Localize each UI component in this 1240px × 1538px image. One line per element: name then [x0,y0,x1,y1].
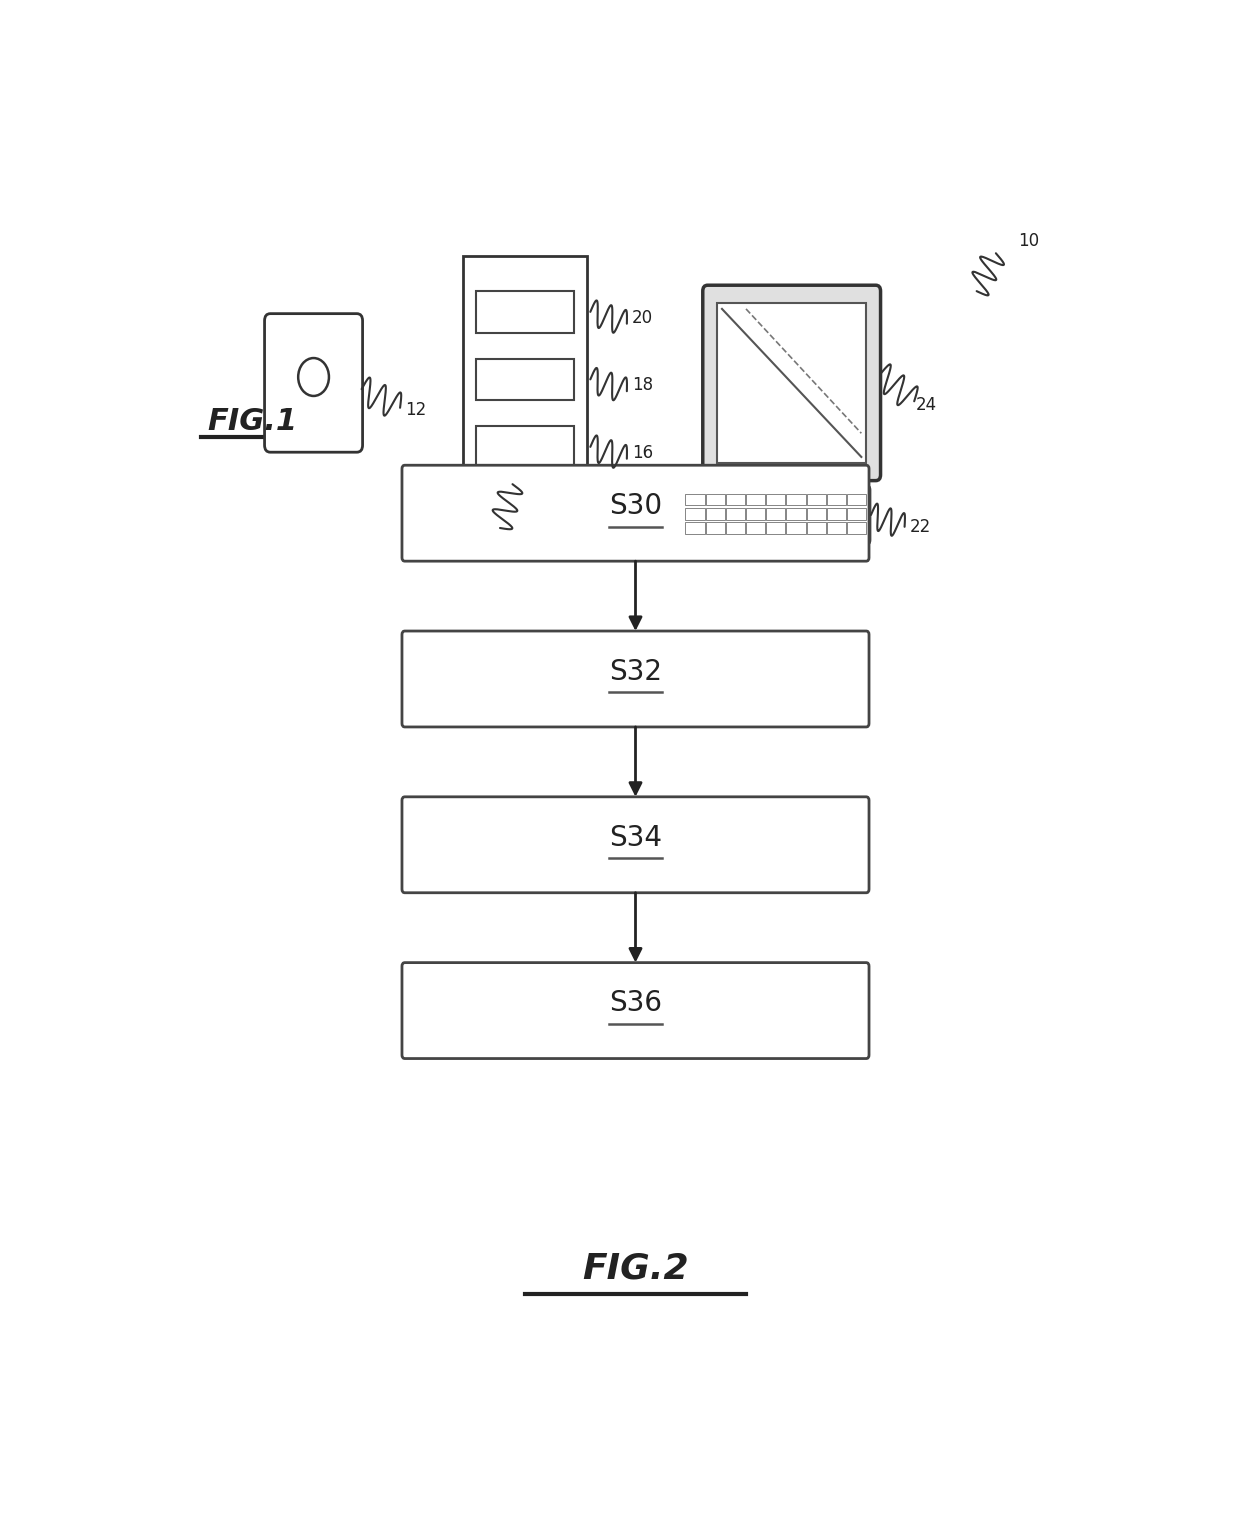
Bar [686,508,704,520]
Text: S36: S36 [609,989,662,1018]
Bar [717,303,866,463]
FancyBboxPatch shape [703,285,880,480]
Bar [725,494,745,506]
FancyBboxPatch shape [402,963,869,1058]
Bar [686,494,704,506]
Bar [766,508,785,520]
Text: 12: 12 [404,401,427,420]
Bar [806,508,826,520]
Bar [827,521,846,534]
Bar [725,508,745,520]
Bar [806,521,826,534]
Bar [746,508,765,520]
Text: FIG.2: FIG.2 [583,1250,688,1286]
Bar [766,521,785,534]
Bar [786,508,806,520]
Bar [746,521,765,534]
Text: 10: 10 [1018,232,1039,251]
Bar [847,494,867,506]
FancyBboxPatch shape [402,797,869,892]
Bar [806,494,826,506]
FancyBboxPatch shape [402,464,869,561]
Bar [786,494,806,506]
Bar [476,426,574,468]
Bar [706,494,725,506]
Text: FIG.1: FIG.1 [208,408,298,435]
Bar [476,291,574,332]
Text: 14: 14 [495,534,516,551]
Bar [786,521,806,534]
FancyBboxPatch shape [264,314,362,452]
Text: S34: S34 [609,824,662,852]
Bar [847,508,867,520]
Text: 20: 20 [631,309,652,326]
Bar [827,494,846,506]
Text: 22: 22 [909,518,931,535]
Text: S32: S32 [609,658,662,686]
Bar [706,521,725,534]
Bar [463,255,588,480]
Text: 24: 24 [916,395,937,414]
Text: 16: 16 [631,444,652,461]
Bar [847,521,867,534]
Bar [766,494,785,506]
Bar [686,521,704,534]
Bar [746,494,765,506]
Bar [476,358,574,400]
Text: 18: 18 [631,377,652,394]
FancyBboxPatch shape [402,631,869,727]
FancyBboxPatch shape [750,484,833,512]
FancyBboxPatch shape [675,486,870,544]
Text: S30: S30 [609,492,662,520]
Bar [827,508,846,520]
Bar [725,521,745,534]
Bar [706,508,725,520]
